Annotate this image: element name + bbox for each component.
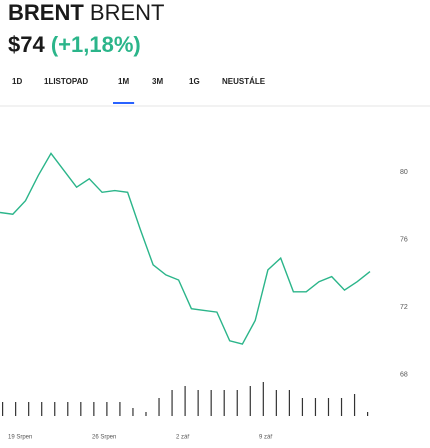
tab[interactable]: NEUSTÁLE — [222, 77, 266, 86]
volume-bar — [223, 390, 225, 416]
volume-bar — [197, 390, 199, 416]
volume-bar — [301, 398, 304, 416]
volume-bar — [340, 398, 343, 416]
volume-bar — [132, 408, 134, 416]
volume-bar — [353, 394, 356, 416]
y-tick-label: 68 — [400, 371, 408, 378]
volume-bar — [2, 402, 4, 416]
volume-bar — [145, 412, 147, 416]
title: BRENT BRENT — [8, 0, 164, 25]
volume-bar — [171, 390, 173, 416]
x-tick-label: 9 zář — [259, 435, 273, 441]
volume-bar — [28, 402, 30, 416]
tab[interactable]: 1G — [189, 77, 200, 86]
x-tick-label: 26 Srpen — [92, 435, 116, 441]
instrument-name: BRENT — [90, 0, 165, 25]
tab[interactable]: 1M — [118, 77, 129, 86]
volume-bar — [106, 402, 108, 416]
volume-bar — [80, 402, 82, 416]
volume-bar — [314, 398, 317, 416]
y-tick-label: 72 — [400, 304, 408, 311]
price-line — [0, 152, 371, 345]
volume-bar — [210, 390, 212, 416]
tab[interactable]: 1D — [12, 77, 22, 86]
volume-bar — [158, 398, 160, 416]
volume-bar — [93, 402, 95, 416]
volume-bar — [67, 402, 69, 416]
tab[interactable]: 1LISTOPAD — [44, 77, 88, 86]
volume-bar — [288, 390, 290, 416]
price: $74 — [8, 32, 45, 57]
change: (+1,18%) — [51, 32, 141, 57]
volume-bar — [249, 386, 251, 416]
volume-bar — [184, 386, 186, 416]
price-line: $74 (+1,18%) — [8, 32, 141, 57]
volume-bar — [119, 402, 121, 416]
tab-underline — [113, 102, 135, 104]
volume-bar — [236, 390, 238, 416]
volume-bar — [275, 390, 277, 416]
volume-bar — [262, 382, 264, 416]
y-tick-label: 80 — [400, 169, 408, 176]
volume-bar — [367, 412, 369, 416]
tab[interactable]: 3M — [152, 77, 163, 86]
x-tick-label: 19 Srpen — [8, 435, 32, 441]
volume-bar — [327, 398, 330, 416]
symbol: BRENT — [8, 0, 84, 25]
volume-bar — [15, 402, 17, 416]
volume-bar — [41, 402, 43, 416]
y-tick-label: 76 — [400, 236, 408, 243]
volume-bar — [54, 402, 56, 416]
x-tick-label: 2 zář — [176, 435, 190, 441]
